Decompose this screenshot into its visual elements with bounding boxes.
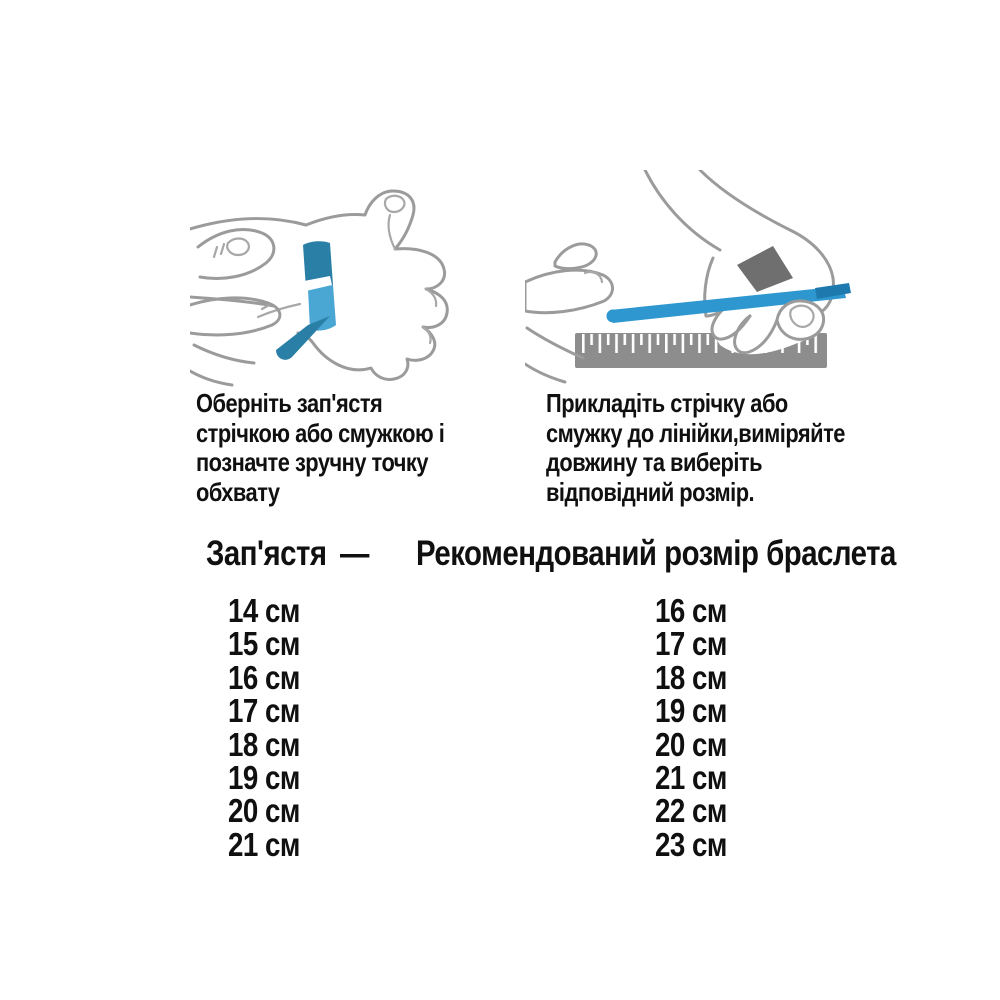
instruction-right-line-3: довжину та виберіть bbox=[546, 447, 763, 477]
middle-finger bbox=[733, 314, 779, 355]
index-finger bbox=[525, 268, 614, 315]
instruction-right-line-2: смужку до лінійки,виміряйте bbox=[546, 417, 845, 448]
instruction-right-line-4: відповідний розмір. bbox=[546, 476, 755, 507]
wrist-ribbon-illustration bbox=[190, 189, 449, 387]
ribbon-tail bbox=[276, 316, 330, 360]
thumb-bump bbox=[553, 242, 598, 271]
table-row: 17 см 19 см bbox=[0, 692, 1000, 730]
bracelet-size: 17 см bbox=[655, 625, 727, 663]
header-dash: — bbox=[340, 534, 369, 573]
bracelet-size: 18 см bbox=[655, 658, 727, 696]
table-row: 16 см 18 см bbox=[0, 658, 1000, 696]
wrist-size: 20 см bbox=[228, 792, 300, 830]
instruction-left: Оберніть зап'ястя стрічкою або смужкою і… bbox=[196, 388, 526, 507]
fingernail bbox=[226, 237, 250, 257]
fist-outline bbox=[296, 189, 449, 381]
wrist-size: 16 см bbox=[228, 658, 300, 696]
thumbnail bbox=[383, 194, 406, 214]
bracelet-size: 20 см bbox=[655, 725, 727, 763]
thumb-over-ribbon bbox=[775, 299, 826, 341]
thumbnail bbox=[789, 304, 815, 329]
table-header-bracelet: Рекомендований розмір браслета bbox=[416, 534, 987, 574]
index-finger bbox=[190, 296, 282, 337]
wrist-size: 21 см bbox=[228, 825, 300, 863]
table-row: 20 см 22 см bbox=[0, 792, 1000, 830]
ruler-measure-illustration bbox=[525, 170, 851, 384]
ribbon-fold-dark bbox=[737, 246, 793, 292]
ribbon-strip bbox=[610, 286, 846, 323]
instruction-right: Прикладіть стрічку або смужку до лінійки… bbox=[546, 388, 876, 507]
thumb-inner-line bbox=[387, 213, 397, 251]
finger-sketch-marks bbox=[212, 242, 226, 259]
hand-edge-line-2 bbox=[190, 369, 234, 387]
pointing-finger-hand bbox=[525, 242, 614, 384]
table-header-wrist: Зап'ястя bbox=[206, 534, 350, 574]
wrist-size: 15 см bbox=[228, 625, 300, 663]
fingernail bbox=[583, 270, 604, 284]
table-row: 14 см 16 см bbox=[0, 592, 1000, 629]
table-header-separator: — bbox=[340, 534, 374, 574]
hand-edge-line-1 bbox=[192, 343, 256, 365]
bracelet-column-title: Рекомендований розмір браслета bbox=[416, 534, 896, 573]
hand-edge-line-1 bbox=[525, 326, 585, 360]
wrist-column-title: Зап'ястя bbox=[206, 534, 327, 573]
table-row: 18 см 20 см bbox=[0, 725, 1000, 763]
ribbon-left-end bbox=[606, 309, 620, 323]
measuring-ribbon bbox=[606, 283, 851, 323]
bracelet-size: 19 см bbox=[655, 692, 727, 730]
bracelet-size: 23 см bbox=[655, 825, 727, 863]
size-table: 14 см 16 см 15 см 17 см 16 см 18 см 17 с… bbox=[0, 592, 1000, 863]
arm-left-edge bbox=[643, 170, 722, 252]
hand-edge-line-2 bbox=[525, 362, 567, 384]
instruction-left-line-3: позначте зручну точку bbox=[196, 447, 429, 477]
instruction-left-line-2: стрічкою або смужкою і bbox=[196, 417, 445, 448]
bracelet-size: 16 см bbox=[655, 592, 727, 629]
ribbon-right-tip bbox=[815, 283, 851, 299]
ribbon-twist-gap bbox=[304, 276, 332, 291]
ribbon-band-lower bbox=[308, 285, 336, 331]
finger-crease-1 bbox=[424, 287, 438, 308]
pointing-hand bbox=[190, 228, 282, 387]
table-row: 15 см 17 см bbox=[0, 625, 1000, 663]
wrist-size: 17 см bbox=[228, 692, 300, 730]
table-row: 21 см 23 см bbox=[0, 825, 1000, 863]
finger-crease-2 bbox=[421, 325, 432, 345]
wrist-size: 14 см bbox=[228, 592, 300, 629]
instruction-left-line-1: Оберніть зап'ястя bbox=[196, 388, 383, 418]
wrist-ribbon bbox=[276, 241, 336, 360]
forearm-bottom-line bbox=[190, 295, 276, 308]
bracelet-size: 21 см bbox=[655, 758, 727, 796]
table-row: 19 см 21 см bbox=[0, 758, 1000, 796]
instruction-right-line-1: Прикладіть стрічку або bbox=[546, 388, 788, 418]
bracelet-size: 22 см bbox=[655, 792, 727, 830]
forearm-top-line bbox=[190, 217, 308, 231]
wrist-size: 19 см bbox=[228, 758, 300, 796]
curled-finger bbox=[196, 228, 276, 280]
instruction-left-line-4: обхвату bbox=[196, 476, 280, 507]
wrist-size: 18 см bbox=[228, 725, 300, 763]
